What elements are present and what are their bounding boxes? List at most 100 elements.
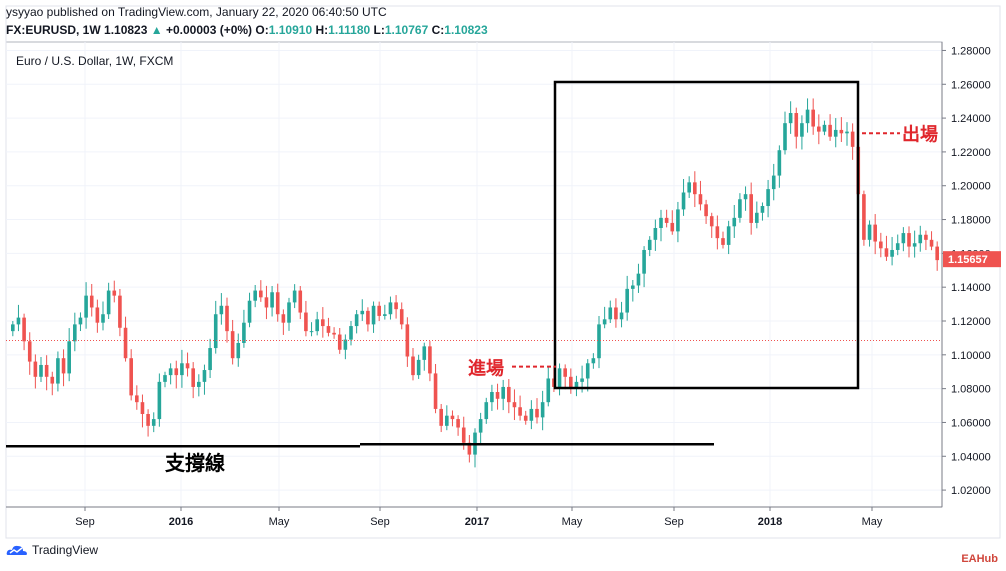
candle-body: [608, 307, 613, 320]
candle-body: [270, 292, 274, 308]
candle-body: [67, 341, 71, 374]
candle-body: [788, 113, 793, 124]
candle-body: [597, 324, 601, 359]
candle-body: [236, 342, 241, 359]
candle-body: [569, 376, 573, 387]
candle-body: [332, 332, 336, 335]
candle-body: [901, 233, 906, 244]
y-tick-label: 1.04000: [951, 451, 991, 463]
candle-body: [935, 246, 939, 261]
symbol: FX:EURUSD, 1W: [6, 23, 101, 37]
candle-body: [507, 386, 511, 403]
candle-body: [78, 317, 83, 325]
candle-body: [326, 326, 331, 333]
candle-body: [895, 243, 900, 250]
candle-body: [343, 339, 348, 350]
candle-body: [805, 109, 810, 124]
candle-body: [428, 346, 432, 374]
grid-lines: [5, 5, 1001, 539]
candle-body: [354, 314, 359, 327]
candle-body: [862, 194, 866, 240]
candle-body: [614, 307, 618, 320]
candle-body: [833, 129, 838, 137]
price-change: +0.00003 (+0%): [165, 23, 253, 37]
low-label: L:: [373, 23, 385, 37]
y-tick-label: 1.10000: [951, 350, 991, 362]
candle-body: [445, 415, 449, 426]
candle-body: [574, 381, 579, 387]
tradingview-logo[interactable]: TradingView: [6, 543, 98, 557]
candle-body: [360, 310, 365, 315]
candle-body: [732, 217, 737, 227]
candle-body: [625, 288, 629, 313]
candle-body: [760, 206, 765, 213]
candle-body: [39, 364, 43, 377]
candle-body: [123, 327, 128, 359]
candle-body: [602, 319, 607, 325]
candle-body: [523, 415, 528, 421]
candle-body: [704, 204, 708, 217]
candle-body: [287, 302, 291, 323]
open-value: 1.10910: [268, 23, 313, 37]
y-tick-label: 1.20000: [951, 181, 991, 193]
candle-body: [89, 295, 94, 308]
candle-body: [321, 319, 325, 327]
candle-body: [738, 199, 742, 218]
candle-body: [518, 407, 522, 416]
candle-body: [749, 194, 753, 223]
candle-body: [800, 123, 804, 137]
support-label: 支撐線: [165, 451, 225, 475]
candle-body: [84, 295, 88, 318]
candle-body: [585, 363, 590, 379]
candle-body: [197, 381, 201, 387]
candle-body: [461, 427, 466, 443]
axes: 1.28000 1.26000 1.24000 1.22000 1.20000 1.180…: [6, 42, 1001, 528]
candle-body: [112, 290, 117, 296]
candle-body: [298, 290, 303, 313]
candle-body: [580, 378, 584, 382]
candle-body: [501, 386, 505, 399]
candle-body: [56, 358, 60, 384]
y-tick-label: 1.06000: [951, 417, 991, 429]
candle-body: [411, 356, 415, 376]
candle-body: [512, 402, 517, 408]
y-tick-label: 1.22000: [951, 147, 991, 159]
candle-body: [73, 324, 77, 342]
candle-body: [929, 239, 934, 247]
y-tick-label: 1.18000: [951, 215, 991, 227]
candle-body: [275, 292, 280, 315]
candle-body: [208, 348, 212, 371]
x-tick-label: May: [269, 516, 290, 528]
candle-body: [924, 234, 928, 240]
candle-body: [670, 222, 675, 232]
candle-body: [636, 273, 641, 286]
candle-body: [873, 224, 877, 242]
candle-body: [822, 124, 827, 132]
candle-body: [253, 290, 257, 301]
candle-body: [281, 314, 286, 323]
candle-body: [755, 212, 759, 223]
candle-body: [557, 368, 562, 387]
candle-body: [619, 312, 624, 320]
candle-body: [726, 226, 731, 245]
candle-body: [61, 358, 66, 374]
candle-body: [884, 248, 889, 257]
y-tick-label: 1.12000: [951, 316, 991, 328]
candle-body: [213, 314, 218, 349]
candle-body: [349, 326, 353, 340]
candle-body: [118, 295, 122, 328]
candle-body: [33, 361, 38, 377]
candle-body: [11, 324, 15, 332]
candle-body: [242, 322, 246, 343]
candlestick-series: [11, 98, 939, 468]
y-tick-label: 1.28000: [951, 45, 991, 57]
candle-body: [16, 317, 21, 325]
tradingview-cloud-icon: [6, 545, 28, 555]
current-price-label: 1.15657: [948, 254, 988, 266]
candle-body: [484, 402, 489, 420]
watermark-text: EAHub: [961, 553, 998, 565]
candle-body: [743, 194, 748, 200]
y-tick-label: 1.14000: [951, 282, 991, 294]
x-tick-label: May: [862, 516, 883, 528]
